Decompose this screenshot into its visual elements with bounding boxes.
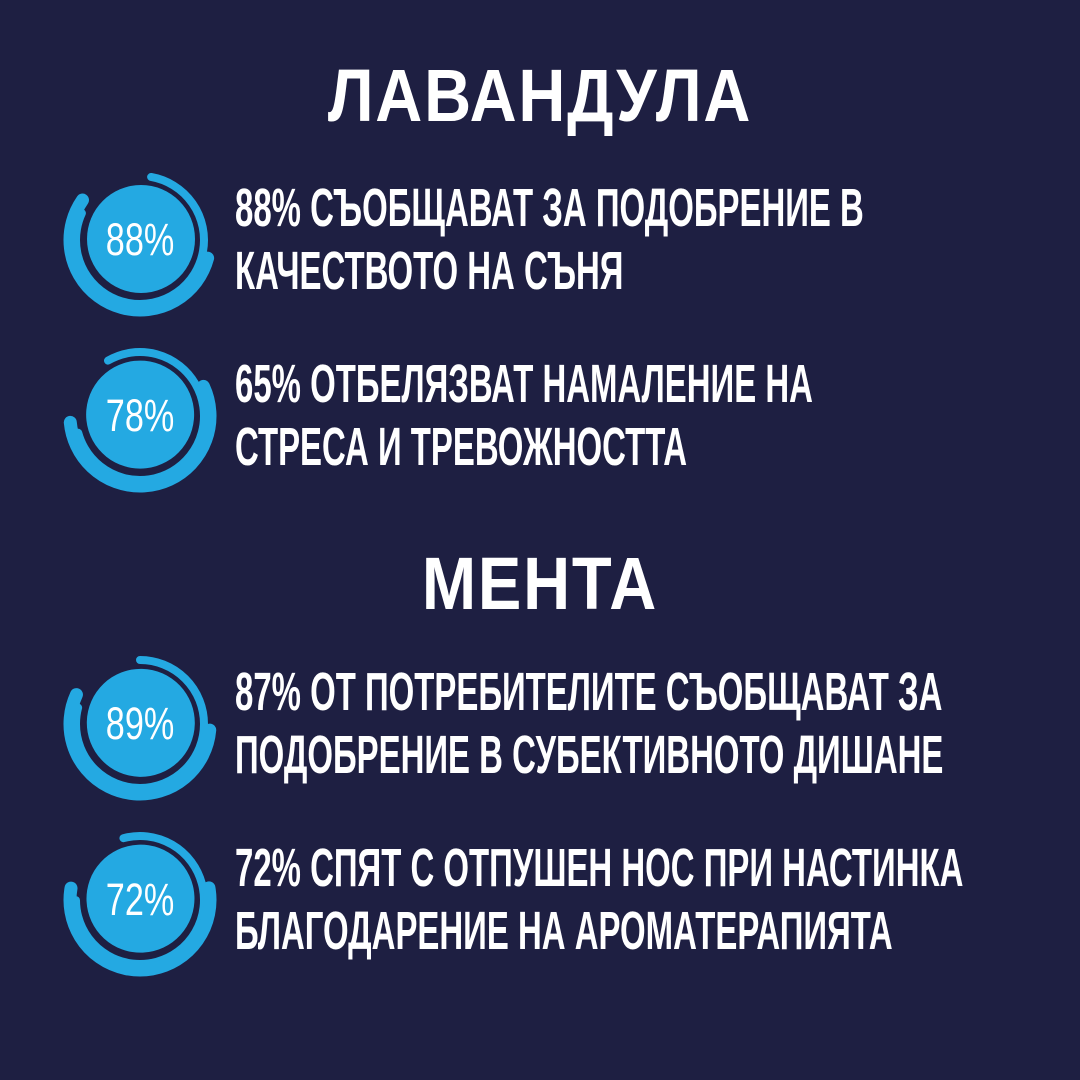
stat-line: 87% ОТ ПОТРЕБИТЕЛИТЕ СЪОБЩАВАТ ЗА: [235, 662, 943, 723]
stat-line: 72% СПЯТ С ОТПУШЕН НОС ПРИ НАСТИНКА: [235, 838, 964, 899]
stat-row-stress-reduction: 78% 65% ОТБЕЛЯЗВАТ НАМАЛЕНИЕ НА СТРЕСА И…: [0, 330, 1080, 502]
stat-description: 72% СПЯТ С ОТПУШЕН НОС ПРИ НАСТИНКА БЛАГ…: [235, 837, 1080, 962]
stat-line: 88% СЪОБЩАВАТ ЗА ПОДОБРЕНИЕ В: [235, 178, 864, 239]
stat-line: СТРЕСА И ТРЕВОЖНОСТТА: [235, 417, 688, 477]
section-title-lavender: ЛАВАНДУЛА: [327, 54, 753, 137]
stat-badge: 72%: [55, 815, 225, 985]
badge-percent-label: 72%: [105, 874, 175, 925]
section-title-mint: МЕНТА: [421, 542, 659, 625]
donut-ring-icon: [63, 823, 217, 977]
badge-label-wrap: 88%: [55, 155, 225, 325]
donut-ring-icon: [63, 339, 217, 493]
section-mint: МЕНТА 89% 87% ОТ ПОТРЕБИТЕЛИТЕ СЪОБЩАВАТ…: [0, 538, 1080, 986]
stat-description: 65% ОТБЕЛЯЗВАТ НАМАЛЕНИЕ НА СТРЕСА И ТРЕ…: [235, 353, 1080, 478]
stat-badge: 78%: [55, 331, 225, 501]
badge-label-wrap: 78%: [55, 331, 225, 501]
donut-ring-icon: [63, 647, 217, 801]
stat-badge: 88%: [55, 155, 225, 325]
section-lavender: ЛАВАНДУЛА 88% 88% СЪОБЩАВАТ ЗА ПОДОБРЕНИ…: [0, 50, 1080, 502]
stat-line: КАЧЕСТВОТО НА СЪНЯ: [235, 241, 624, 301]
badge-percent-label: 78%: [105, 390, 175, 441]
badge-percent-label: 88%: [105, 214, 175, 265]
stat-description: 87% ОТ ПОТРЕБИТЕЛИТЕ СЪОБЩАВАТ ЗА ПОДОБР…: [235, 661, 1080, 786]
stat-row-clear-nose: 72% 72% СПЯТ С ОТПУШЕН НОС ПРИ НАСТИНКА …: [0, 814, 1080, 986]
stat-row-sleep-quality: 88% 88% СЪОБЩАВАТ ЗА ПОДОБРЕНИЕ В КАЧЕСТ…: [0, 154, 1080, 326]
stat-badge: 89%: [55, 639, 225, 809]
badge-percent-label: 89%: [105, 698, 175, 749]
stat-line: 65% ОТБЕЛЯЗВАТ НАМАЛЕНИЕ НА: [235, 354, 813, 415]
stat-line: ПОДОБРЕНИЕ В СУБЕКТИВНОТО ДИШАНЕ: [235, 725, 944, 785]
stat-description: 88% СЪОБЩАВАТ ЗА ПОДОБРЕНИЕ В КАЧЕСТВОТО…: [235, 177, 1080, 302]
badge-label-wrap: 89%: [55, 639, 225, 809]
donut-ring-icon: [63, 163, 217, 317]
badge-label-wrap: 72%: [55, 815, 225, 985]
stat-line: БЛАГОДАРЕНИЕ НА АРОМАТЕРАПИЯТА: [235, 901, 893, 961]
stat-row-breathing: 89% 87% ОТ ПОТРЕБИТЕЛИТЕ СЪОБЩАВАТ ЗА ПО…: [0, 638, 1080, 810]
